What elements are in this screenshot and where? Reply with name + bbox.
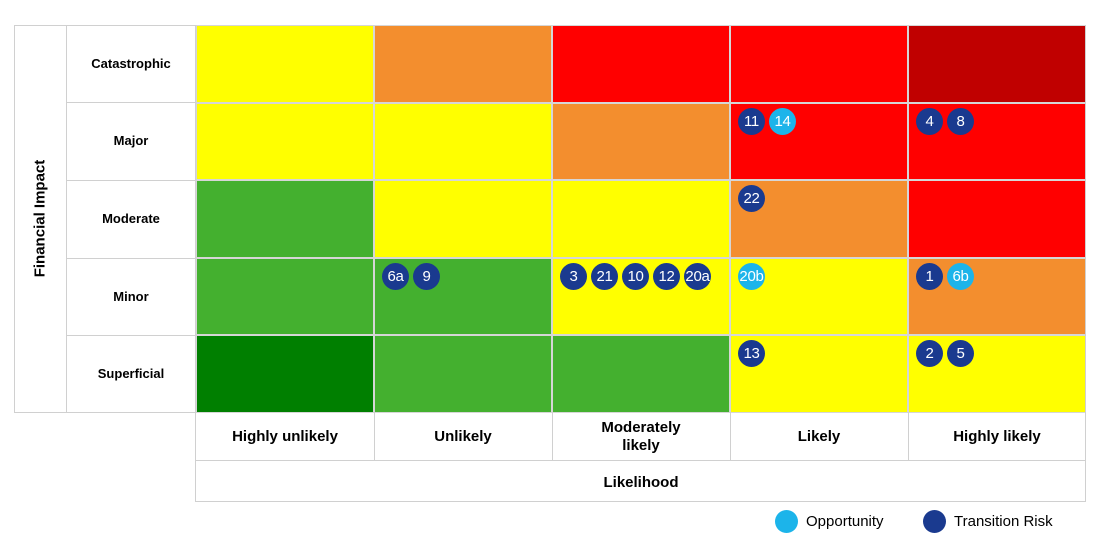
matrix-cell xyxy=(196,335,374,413)
column-label-likely: Likely xyxy=(797,428,841,445)
matrix-cell xyxy=(196,25,374,103)
transition-risk-marker: 3 xyxy=(560,262,587,290)
transition-risk-marker: 22 xyxy=(738,185,765,213)
transition-risk-marker: 2 xyxy=(916,340,943,368)
marker-group: 3 21 10 12 20a xyxy=(560,262,711,290)
transition-risk-marker: 13 xyxy=(738,340,765,368)
legend-item-transition-risk: Transition Risk xyxy=(923,510,1053,533)
matrix-cell xyxy=(196,257,374,336)
column-label-highly-unlikely: Highly unlikely xyxy=(232,428,338,445)
marker-group: 11 14 xyxy=(738,107,796,135)
matrix-cell xyxy=(730,335,908,413)
column-label-unlikely: Unlikely xyxy=(434,428,492,445)
matrix-cell xyxy=(908,25,1086,103)
row-label-major: Major xyxy=(113,133,149,148)
row-label-superficial: Superficial xyxy=(97,366,165,381)
column-label-moderately-likely: Moderately likely xyxy=(601,419,681,454)
transition-risk-marker: 20a xyxy=(684,262,711,290)
marker-group: 20b xyxy=(738,262,765,290)
transition-risk-marker: 12 xyxy=(653,262,680,290)
legend-label-opportunity: Opportunity xyxy=(806,513,884,530)
transition-risk-marker: 8 xyxy=(947,107,974,135)
opportunity-marker: 6b xyxy=(947,262,974,290)
matrix-cell xyxy=(374,335,552,413)
matrix-cell xyxy=(196,180,374,258)
matrix-cell xyxy=(374,25,552,103)
legend-label-transition-risk: Transition Risk xyxy=(954,513,1053,530)
y-axis-title-text: Financial Impact xyxy=(31,159,49,278)
transition-risk-marker: 6a xyxy=(382,262,409,290)
opportunity-swatch-icon xyxy=(775,510,798,533)
matrix-cell xyxy=(908,180,1086,258)
row-label-moderate: Moderate xyxy=(102,211,160,226)
matrix-cell xyxy=(552,180,730,258)
row-label-minor: Minor xyxy=(113,289,149,304)
matrix-cell xyxy=(552,25,730,103)
transition-risk-marker: 4 xyxy=(916,107,943,135)
transition-risk-marker: 10 xyxy=(622,262,649,290)
transition-risk-marker: 21 xyxy=(591,262,618,290)
marker-group: 22 xyxy=(738,185,765,213)
matrix-cell xyxy=(552,335,730,413)
matrix-cell xyxy=(374,180,552,258)
x-axis-title: Likelihood xyxy=(603,473,679,491)
transition-risk-marker: 9 xyxy=(413,262,440,290)
marker-group: 1 6b xyxy=(916,262,974,290)
y-axis-title: Financial Impact xyxy=(14,25,66,412)
transition-risk-swatch-icon xyxy=(923,510,946,533)
opportunity-marker: 20b xyxy=(738,262,765,290)
transition-risk-marker: 5 xyxy=(947,340,974,368)
matrix-cell xyxy=(552,102,730,181)
matrix-cell xyxy=(374,102,552,181)
column-label-highly-likely: Highly likely xyxy=(953,428,1041,445)
opportunity-marker: 14 xyxy=(769,107,796,135)
transition-risk-marker: 1 xyxy=(916,262,943,290)
matrix-cell xyxy=(730,25,908,103)
row-label-catastrophic: Catastrophic xyxy=(91,56,171,71)
matrix-cell xyxy=(196,102,374,181)
marker-group: 6a 9 xyxy=(382,262,440,290)
legend-item-opportunity: Opportunity xyxy=(775,510,884,533)
transition-risk-marker: 11 xyxy=(738,107,765,135)
marker-group: 13 xyxy=(738,340,765,368)
